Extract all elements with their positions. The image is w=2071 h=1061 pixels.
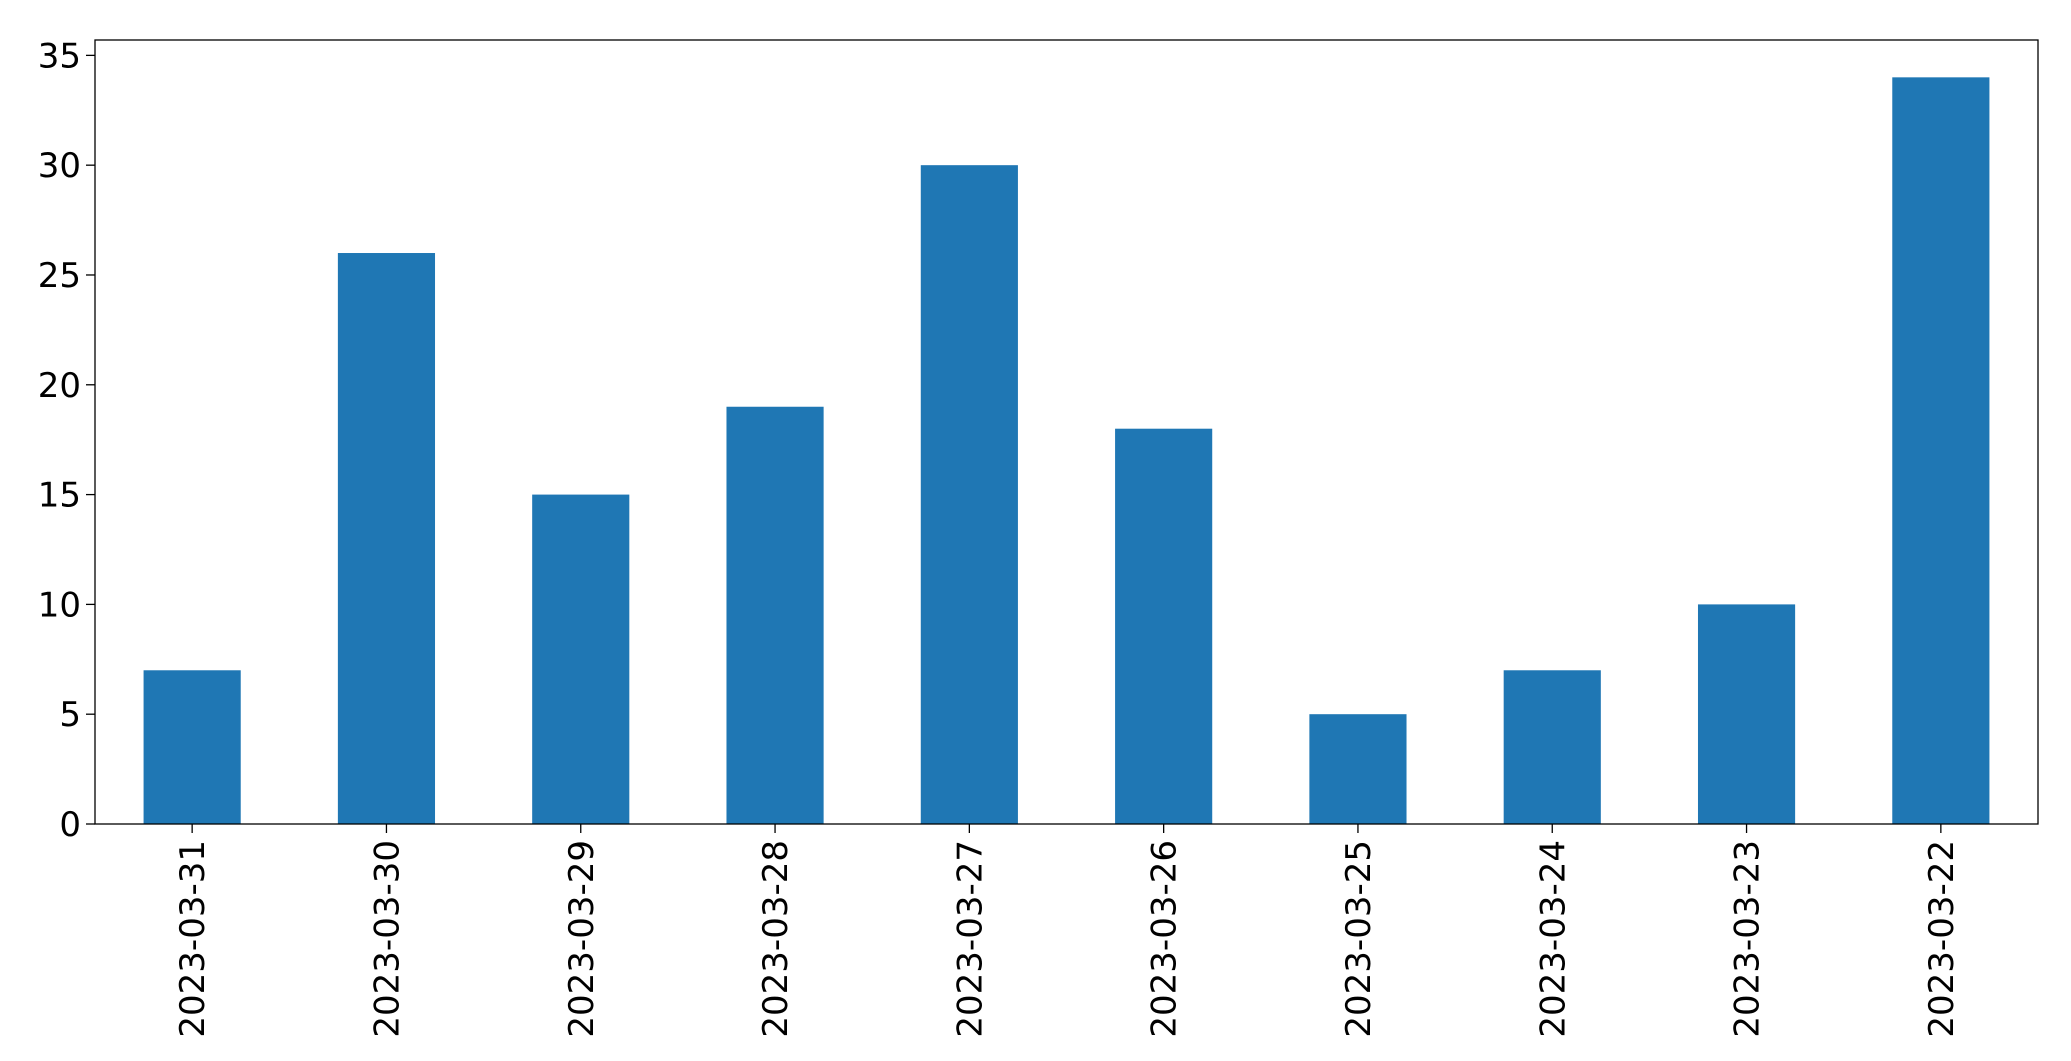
y-tick-label: 10 [38, 585, 81, 625]
x-tick-label: 2023-03-30 [367, 840, 407, 1038]
bar [1892, 77, 1990, 825]
x-tick-label: 2023-03-23 [1728, 840, 1768, 1038]
bar [337, 253, 436, 825]
y-tick-label: 5 [59, 695, 81, 735]
bar [1697, 604, 1796, 824]
x-tick-label: 2023-03-27 [950, 840, 990, 1038]
x-tick-label: 2023-03-26 [1145, 840, 1185, 1038]
x-tick-label: 2023-03-31 [173, 840, 213, 1038]
x-tick-label: 2023-03-25 [1339, 840, 1379, 1038]
bar [726, 406, 824, 824]
bar [143, 670, 241, 824]
plot-frame [94, 39, 2039, 825]
x-tick-label: 2023-03-22 [1922, 840, 1962, 1038]
x-tick-label: 2023-03-29 [562, 840, 602, 1038]
bar [532, 494, 630, 824]
y-tick-label: 35 [38, 36, 81, 76]
y-tick-label: 15 [38, 476, 81, 516]
x-tick-label: 2023-03-28 [756, 840, 796, 1038]
bar [1503, 670, 1601, 824]
y-tick-label: 30 [38, 146, 81, 186]
y-tick-label: 0 [59, 805, 81, 845]
bar [1115, 428, 1213, 824]
bar [920, 165, 1018, 825]
y-tick-label: 25 [38, 256, 81, 296]
y-tick-label: 20 [38, 366, 81, 406]
bar [1309, 714, 1407, 824]
x-tick-label: 2023-03-24 [1533, 840, 1573, 1038]
